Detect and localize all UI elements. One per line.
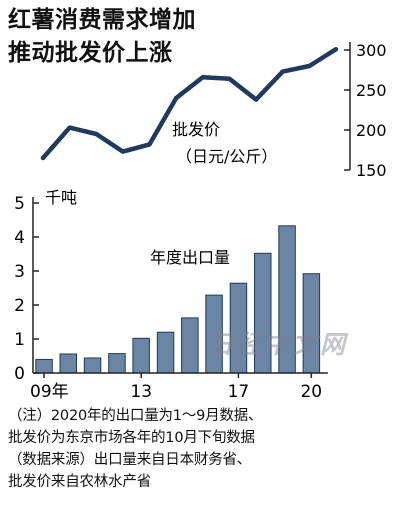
footnote-line-4: 批发价来自农林水产省 (8, 474, 151, 490)
export-bars (35, 225, 321, 374)
export-bar (132, 337, 150, 374)
export-bar (35, 358, 53, 374)
export-tick-label: 4 (14, 228, 25, 248)
export-x-ticks: 09年 13 17 20 (30, 373, 322, 402)
export-bar (181, 317, 199, 374)
export-tick-label: 5 (14, 194, 25, 214)
export-x-tick-label: 09年 (30, 382, 69, 402)
watermark: 日经中文网 (208, 330, 349, 359)
export-bar (108, 353, 126, 374)
footnote-line-3: （数据来源）出口量来自日本财务省、 (8, 452, 252, 468)
footnote-line-2: 批发价为东京市场各年的10月下旬数据 (8, 430, 255, 446)
export-tick-label: 1 (14, 330, 25, 350)
export-bar (156, 331, 175, 374)
price-tick-label: 250 (356, 81, 387, 100)
footnotes: （注）2020年的出口量为1～9月数据、 批发价为东京市场各年的10月下旬数据 … (8, 405, 396, 493)
price-axis-label-line-1: 批发价 (172, 120, 220, 139)
export-y-unit: 千吨 (45, 188, 77, 207)
price-tick-label: 150 (356, 161, 387, 180)
export-x-tick-label: 17 (228, 382, 250, 402)
export-bar-chart: 5 4 3 2 1 0 09年 13 17 20 千吨 年度出口量 (14, 188, 328, 402)
price-line-chart: 300 250 200 150 批发价 （日元/公斤） (40, 41, 387, 180)
price-tick-label: 200 (356, 121, 387, 140)
price-tick-label: 300 (356, 41, 387, 60)
price-ticks: 300 250 200 150 (344, 41, 387, 180)
title-line-2: 推动批发价上涨 (8, 40, 173, 66)
chart-title: 红薯消费需求增加 推动批发价上涨 (8, 4, 308, 70)
export-tick-label: 3 (14, 262, 25, 282)
title-line-1: 红薯消费需求增加 (8, 7, 196, 33)
footnote-line-1: （注）2020年的出口量为1～9月数据、 (8, 408, 263, 424)
export-bar (59, 353, 77, 374)
export-x-tick-label: 13 (130, 382, 152, 402)
export-bar (229, 282, 248, 374)
export-tick-label: 2 (14, 296, 25, 316)
export-bar (83, 357, 102, 374)
export-x-tick-label: 20 (300, 382, 322, 402)
export-tick-label: 0 (14, 364, 25, 384)
export-y-ticks: 5 4 3 2 1 0 (14, 194, 39, 384)
price-line-series (40, 46, 339, 161)
price-axis-label-line-2: （日元/公斤） (176, 147, 277, 166)
export-series-label: 年度出口量 (150, 248, 230, 267)
